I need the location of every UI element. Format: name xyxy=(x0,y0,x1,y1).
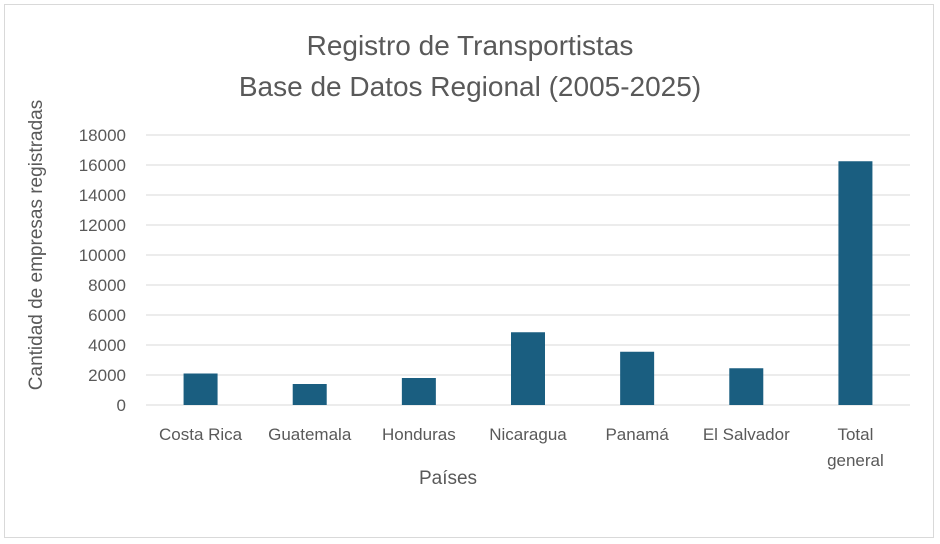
y-tick-label: 6000 xyxy=(88,306,126,325)
gridlines xyxy=(146,134,910,406)
x-tick-label: general xyxy=(827,451,884,470)
y-tick-label: 10000 xyxy=(79,246,126,265)
x-tick-label: El Salvador xyxy=(703,425,790,444)
y-tick-label: 14000 xyxy=(79,186,126,205)
bar xyxy=(620,351,655,405)
bars xyxy=(183,161,873,405)
y-tick-label: 12000 xyxy=(79,216,126,235)
x-tick-label: Nicaragua xyxy=(489,425,567,444)
y-tick-label: 18000 xyxy=(79,126,126,145)
x-tick-label: Total xyxy=(837,425,873,444)
x-axis-ticks: Costa Rica Guatemala Honduras Nicaragua Pana… xyxy=(159,425,884,470)
bar xyxy=(511,332,545,405)
bar xyxy=(183,373,218,405)
chart-title-line-1: Registro de Transportistas xyxy=(307,30,634,61)
bar xyxy=(729,368,764,405)
y-tick-label: 16000 xyxy=(79,156,126,175)
x-tick-label: Panamá xyxy=(605,425,669,444)
chart-frame xyxy=(4,4,934,538)
y-tick-label: 4000 xyxy=(88,336,126,355)
y-axis-ticks: 0 2000 4000 6000 8000 10000 12000 14000 16000 180… xyxy=(79,126,126,415)
bar xyxy=(838,161,873,405)
bar xyxy=(401,378,436,405)
x-tick-label: Guatemala xyxy=(268,425,352,444)
x-tick-label: Honduras xyxy=(382,425,456,444)
y-tick-label: 2000 xyxy=(88,366,126,385)
chart-title-line-2: Base de Datos Regional (2005-2025) xyxy=(239,71,701,102)
y-tick-label: 0 xyxy=(117,396,126,415)
x-axis-title: Países xyxy=(419,468,477,489)
y-axis-title: Cantidad de empresas registradas xyxy=(26,100,47,390)
y-tick-label: 8000 xyxy=(88,276,126,295)
x-tick-label: Costa Rica xyxy=(159,425,243,444)
bar xyxy=(292,384,327,405)
